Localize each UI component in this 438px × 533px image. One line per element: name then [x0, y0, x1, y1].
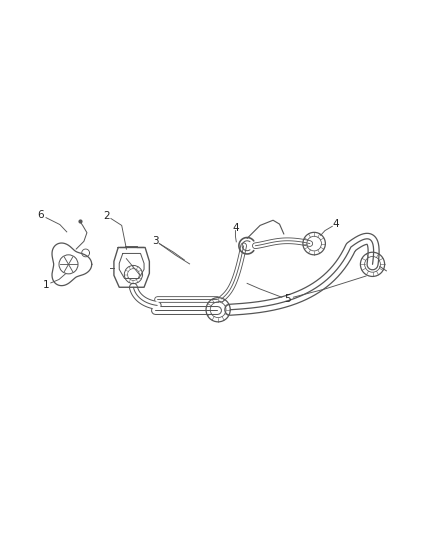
Text: 5: 5	[284, 294, 291, 304]
Text: 4: 4	[332, 219, 339, 229]
Text: 3: 3	[152, 237, 158, 246]
Text: 4: 4	[232, 223, 239, 232]
Text: 2: 2	[103, 212, 110, 221]
Text: 6: 6	[38, 211, 44, 221]
Text: 1: 1	[43, 280, 49, 290]
